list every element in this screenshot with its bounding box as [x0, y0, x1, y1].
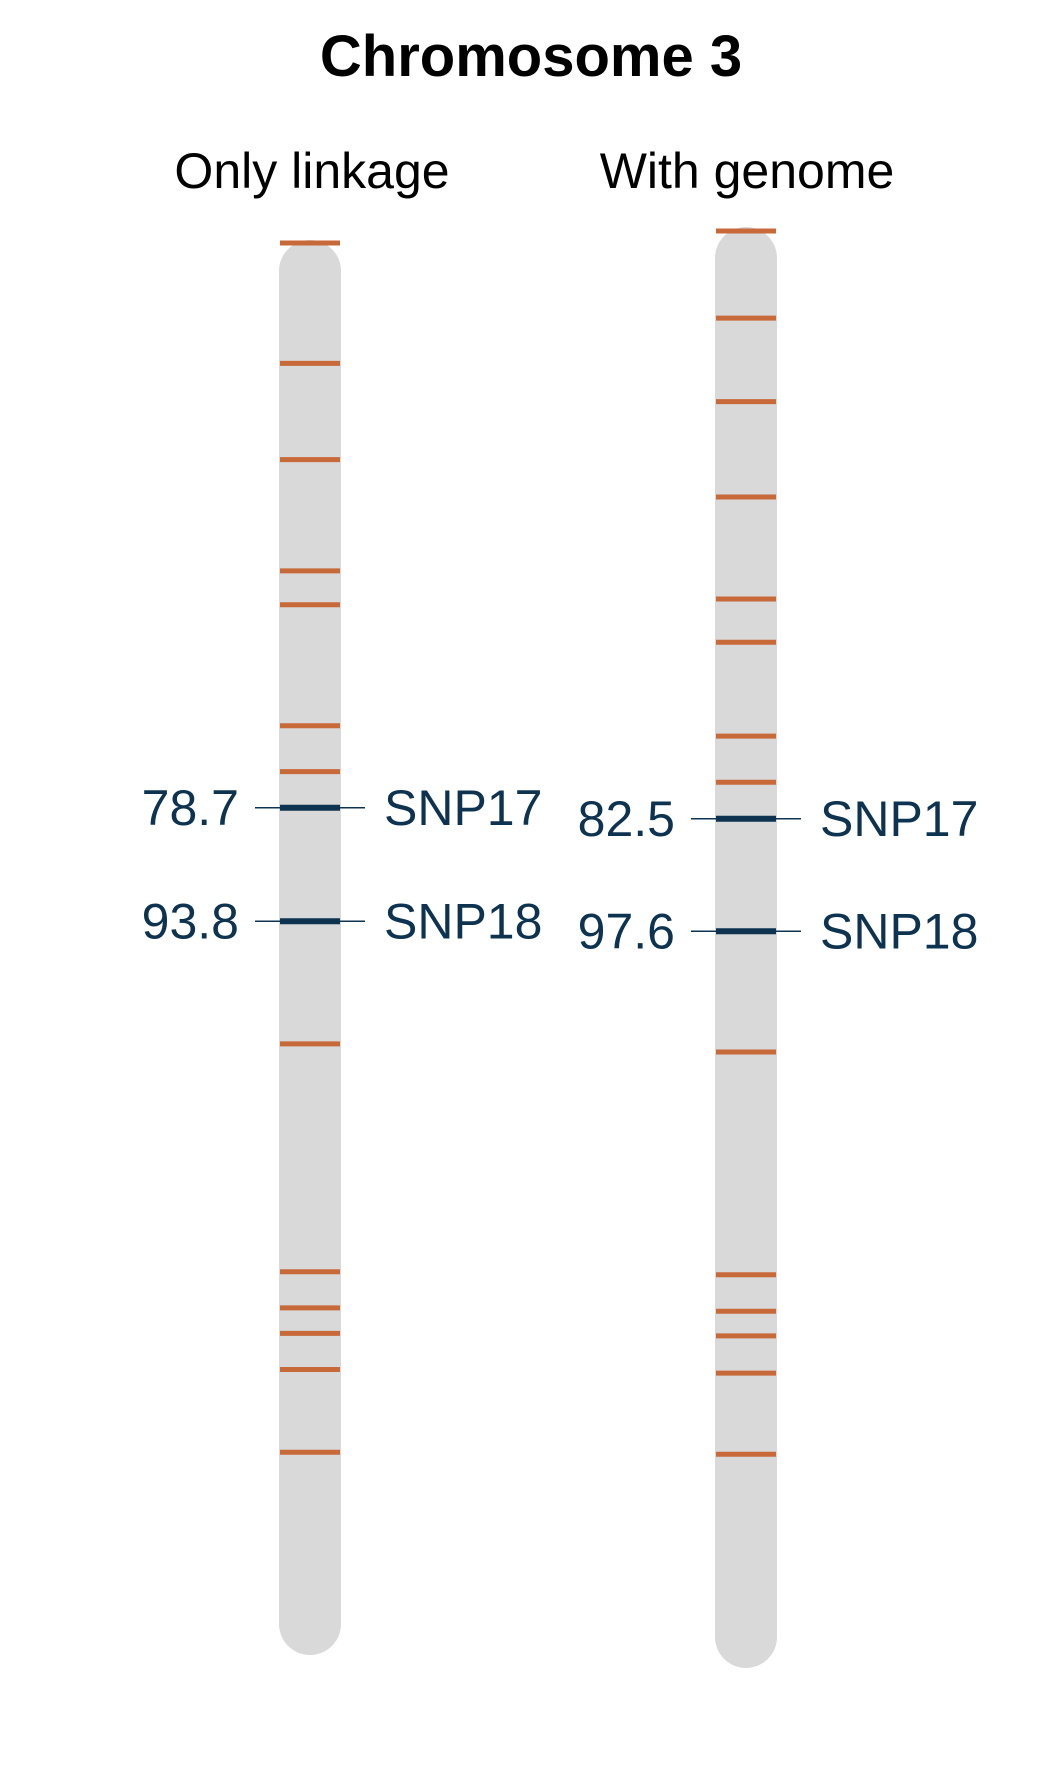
panel-with-genome: 82.5 SNP17 97.6 SNP18 — [578, 227, 978, 1668]
marker-name-label: SNP17 — [384, 780, 542, 836]
figure-title: Chromosome 3 — [319, 24, 743, 89]
marker-position-label: 82.5 — [578, 791, 675, 847]
marker-position-label: 78.7 — [142, 780, 239, 836]
panel-title-only-linkage: Only linkage — [174, 143, 450, 199]
marker-position-label: 93.8 — [142, 893, 239, 949]
chromosome-bar — [279, 240, 341, 1655]
panel-title-with-genome: With genome — [599, 143, 895, 199]
chromosome-bar — [715, 227, 777, 1668]
marker-name-label: SNP18 — [820, 903, 978, 959]
marker-name-label: SNP18 — [384, 893, 542, 949]
marker-position-label: 97.6 — [578, 903, 675, 959]
marker-name-label: SNP17 — [820, 791, 978, 847]
panel-only-linkage: 78.7 SNP17 93.8 SNP18 — [142, 240, 542, 1655]
